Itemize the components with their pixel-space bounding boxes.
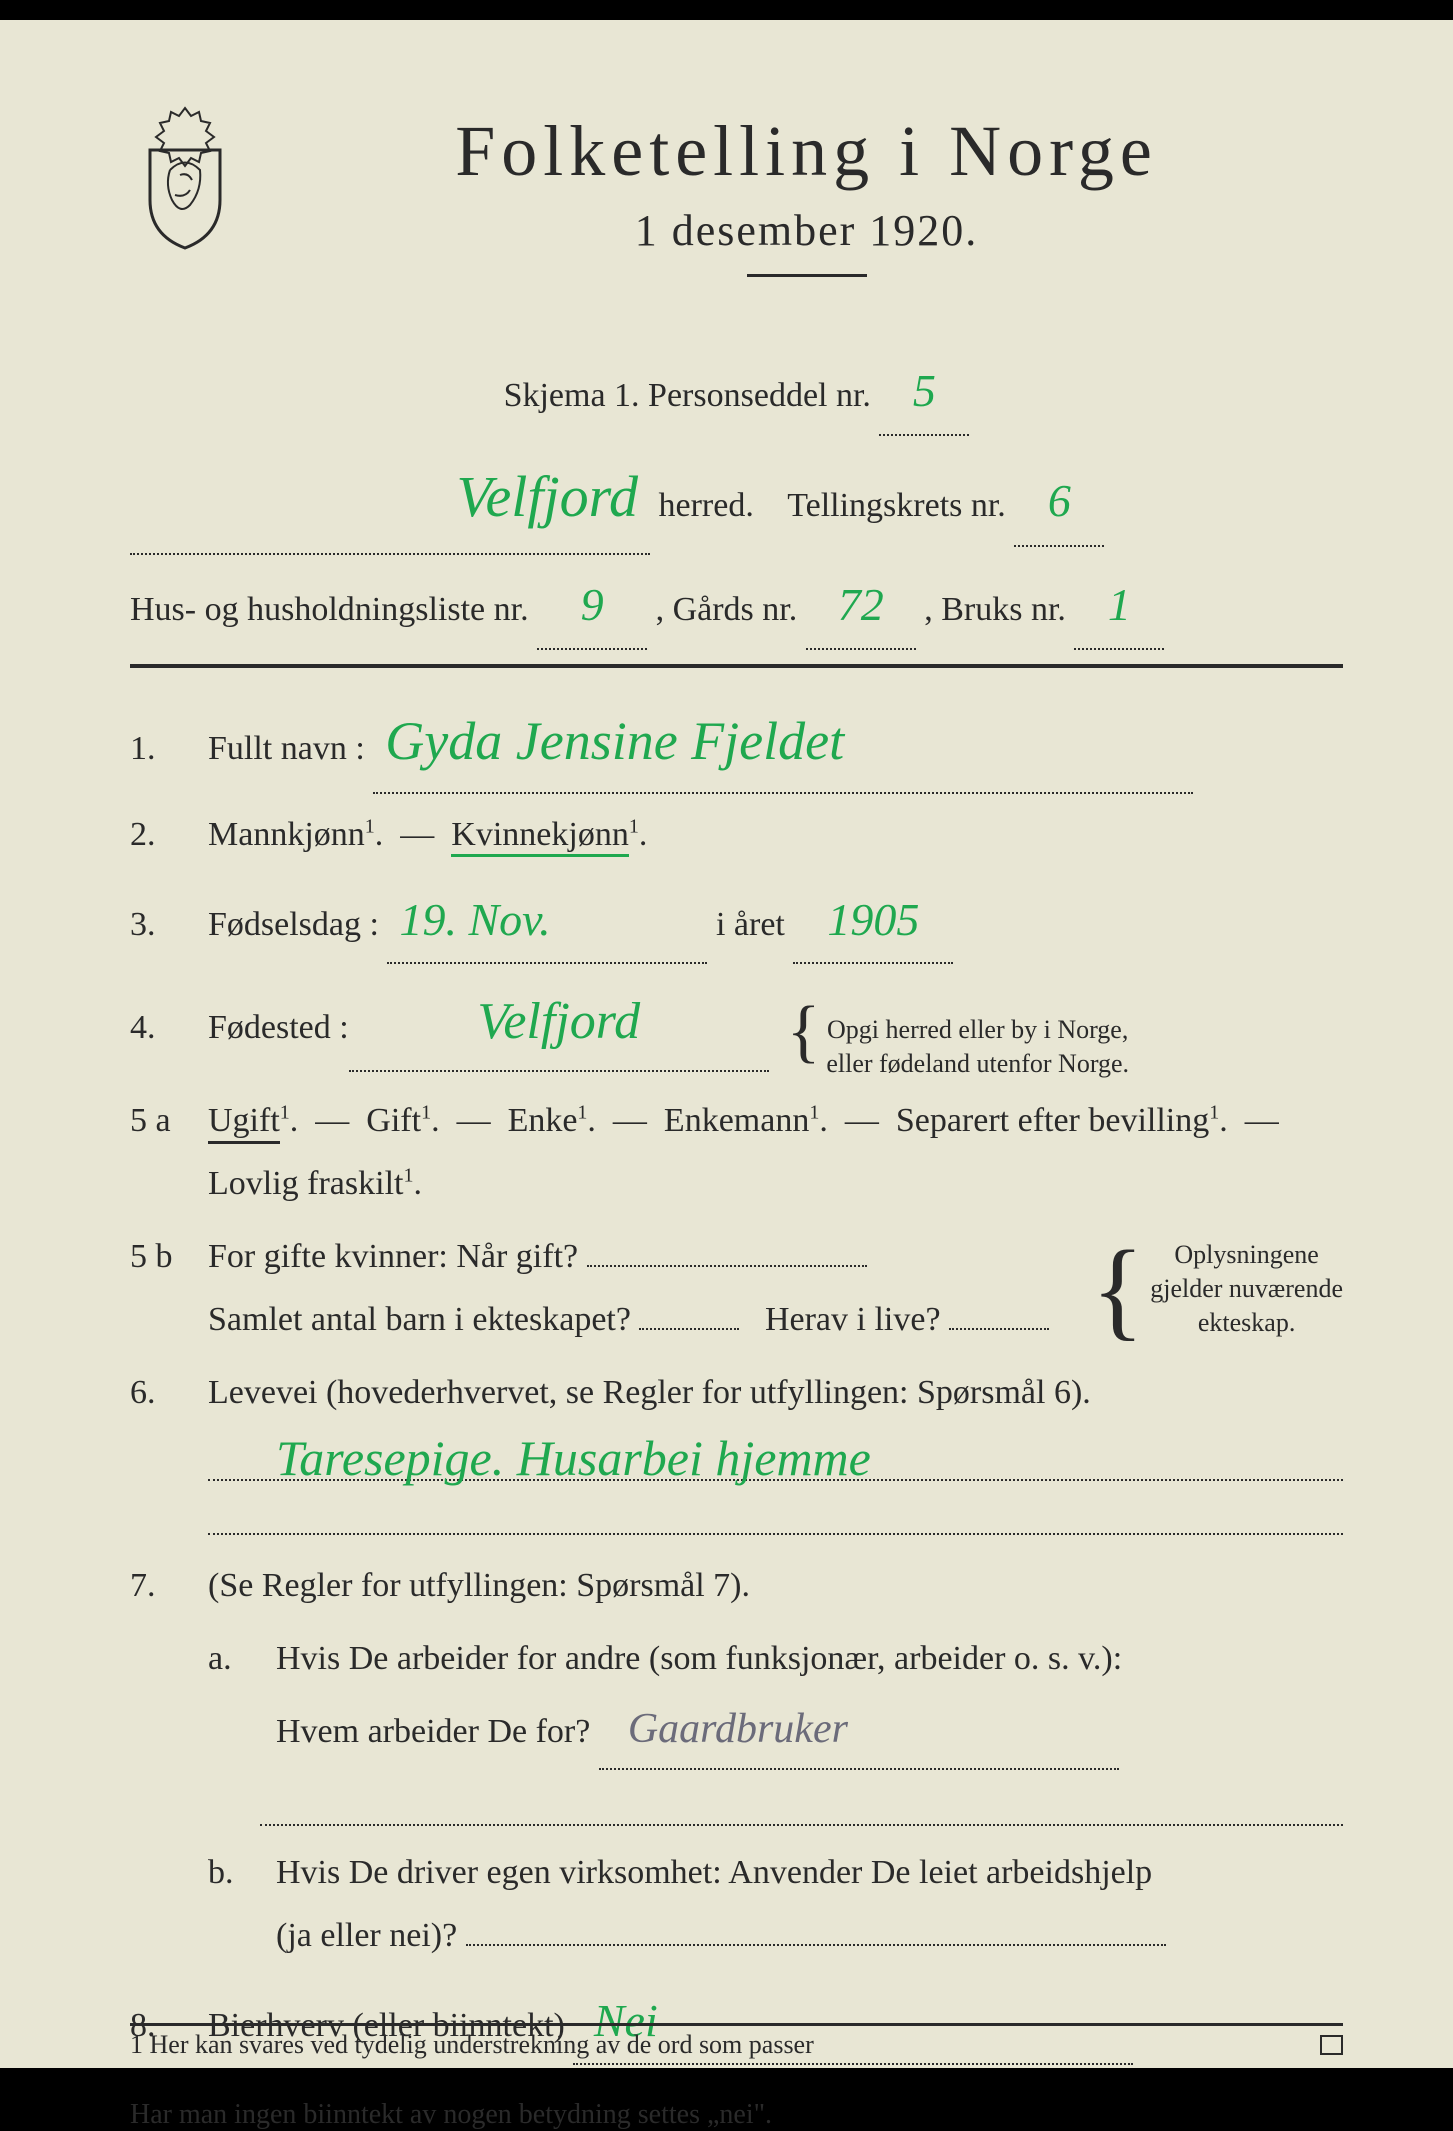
q6-value: Taresepige. Husarbei hjemme — [268, 1429, 879, 1487]
skjema-label: Skjema 1. Personseddel nr. — [504, 377, 871, 414]
q7-num: 7. — [130, 1555, 190, 1618]
census-form-page: Folketelling i Norge 1 desember 1920. Sk… — [0, 20, 1453, 2068]
herred-label: herred. — [659, 487, 754, 524]
q5b-line1: For gifte kvinner: Når gift? — [208, 1238, 578, 1275]
question-7: 7. (Se Regler for utfyllingen: Spørsmål … — [130, 1555, 1343, 1618]
q5a-num: 5 a — [130, 1090, 190, 1153]
q4-value: Velfjord — [469, 974, 648, 1070]
q4-note: Opgi herred eller by i Norge, eller føde… — [826, 1013, 1129, 1081]
q6-label: Levevei (hovederhvervet, se Regler for u… — [208, 1362, 1343, 1425]
personseddel-nr: 5 — [905, 347, 944, 434]
q1-label: Fullt navn : — [208, 730, 365, 767]
q2-kvinne: Kvinnekjønn — [451, 816, 629, 857]
title-block: Folketelling i Norge 1 desember 1920. — [270, 100, 1343, 307]
q7-label: (Se Regler for utfyllingen: Spørsmål 7). — [208, 1555, 1343, 1618]
q5a-enke: Enke — [508, 1102, 578, 1139]
q3-num: 3. — [130, 894, 190, 957]
header: Folketelling i Norge 1 desember 1920. — [130, 100, 1343, 307]
q2-num: 2. — [130, 804, 190, 867]
footnote-cut: 1 Her kan svares ved tydelig understrekn… — [130, 2023, 1343, 2060]
gards-nr: 72 — [830, 561, 892, 648]
q6-num: 6. — [130, 1362, 190, 1425]
q6-answer-line: Taresepige. Husarbei hjemme — [208, 1435, 1343, 1481]
question-3: 3. Fødselsdag : 19. Nov. i året 1905 — [130, 877, 1343, 964]
q5a-gift: Gift — [366, 1102, 421, 1139]
question-5b: 5 b For gifte kvinner: Når gift? Samlet … — [130, 1226, 1343, 1352]
bruks-label: , Bruks nr. — [924, 591, 1066, 628]
meta-line-2: Velfjord herred. Tellingskrets nr. 6 — [130, 442, 1343, 554]
q5b-line2b: Herav i live? — [765, 1301, 941, 1338]
stamp-icon — [1320, 2035, 1344, 2055]
q3-year-label: i året — [716, 906, 785, 943]
question-6: 6. Levevei (hovederhvervet, se Regler fo… — [130, 1362, 1343, 1425]
question-4: 4. Fødested : Velfjord { Opgi herred ell… — [130, 974, 1343, 1081]
q7a-line1: Hvis De arbeider for andre (som funksjon… — [276, 1640, 1122, 1677]
q4-num: 4. — [130, 997, 190, 1060]
footer-note: Har man ingen biinntekt av nogen betydni… — [130, 2099, 1343, 2131]
meta-line-1: Skjema 1. Personseddel nr. 5 — [130, 347, 1343, 436]
q7b-line2: (ja eller nei)? — [276, 1917, 457, 1954]
husliste-label: Hus- og husholdningsliste nr. — [130, 591, 529, 628]
q7a-value: Gaardbruker — [620, 1706, 856, 1752]
q5b-num: 5 b — [130, 1226, 190, 1289]
question-7b: b. Hvis De driver egen virksomhet: Anven… — [208, 1842, 1343, 1968]
q3-label: Fødselsdag : — [208, 906, 379, 943]
q5b-line2a: Samlet antal barn i ekteskapet? — [208, 1301, 631, 1338]
meta-line-3: Hus- og husholdningsliste nr. 9 , Gårds … — [130, 561, 1343, 650]
question-7a: a. Hvis De arbeider for andre (som funks… — [208, 1628, 1343, 1771]
herred-value: Velfjord — [448, 442, 646, 552]
section-rule — [130, 664, 1343, 668]
q7a-line2: Hvem arbeider De for? — [276, 1713, 590, 1750]
q5a-fraskilt: Lovlig fraskilt — [208, 1165, 403, 1202]
q5a-enkemann: Enkemann — [664, 1102, 809, 1139]
q5a-separert: Separert efter bevilling — [896, 1102, 1209, 1139]
question-1: 1. Fullt navn : Gyda Jensine Fjeldet — [130, 692, 1343, 794]
question-2: 2. Mannkjønn1. — Kvinnekjønn1. — [130, 804, 1343, 867]
q1-value: Gyda Jensine Fjeldet — [377, 692, 852, 792]
q2-mann: Mannkjønn — [208, 816, 365, 853]
coat-of-arms-icon — [130, 100, 240, 250]
page-subtitle: 1 desember 1920. — [270, 205, 1343, 256]
q7a-num: a. — [208, 1628, 258, 1691]
gards-label: , Gårds nr. — [656, 591, 798, 628]
q7b-line1: Hvis De driver egen virksomhet: Anvender… — [276, 1854, 1152, 1891]
q5a-ugift: Ugift — [208, 1102, 280, 1144]
bruks-nr: 1 — [1100, 561, 1139, 648]
q7b-num: b. — [208, 1842, 258, 1905]
title-divider — [747, 274, 867, 277]
q1-num: 1. — [130, 718, 190, 781]
question-5a: 5 a Ugift1. — Gift1. — Enke1. — Enkemann… — [130, 1090, 1343, 1216]
husliste-nr: 9 — [573, 561, 612, 648]
q3-day: 19. Nov. — [391, 877, 558, 962]
page-title: Folketelling i Norge — [270, 110, 1343, 193]
tellingskrets-label: Tellingskrets nr. — [787, 487, 1006, 524]
q5b-note: Oplysningene gjelder nuværende ekteskap. — [1150, 1238, 1343, 1339]
tellingskrets-nr: 6 — [1040, 457, 1079, 544]
q4-label: Fødested : — [208, 997, 349, 1060]
q7a-blank-line — [260, 1780, 1343, 1826]
q6-blank-line — [208, 1489, 1343, 1535]
q3-year: 1905 — [819, 877, 927, 962]
